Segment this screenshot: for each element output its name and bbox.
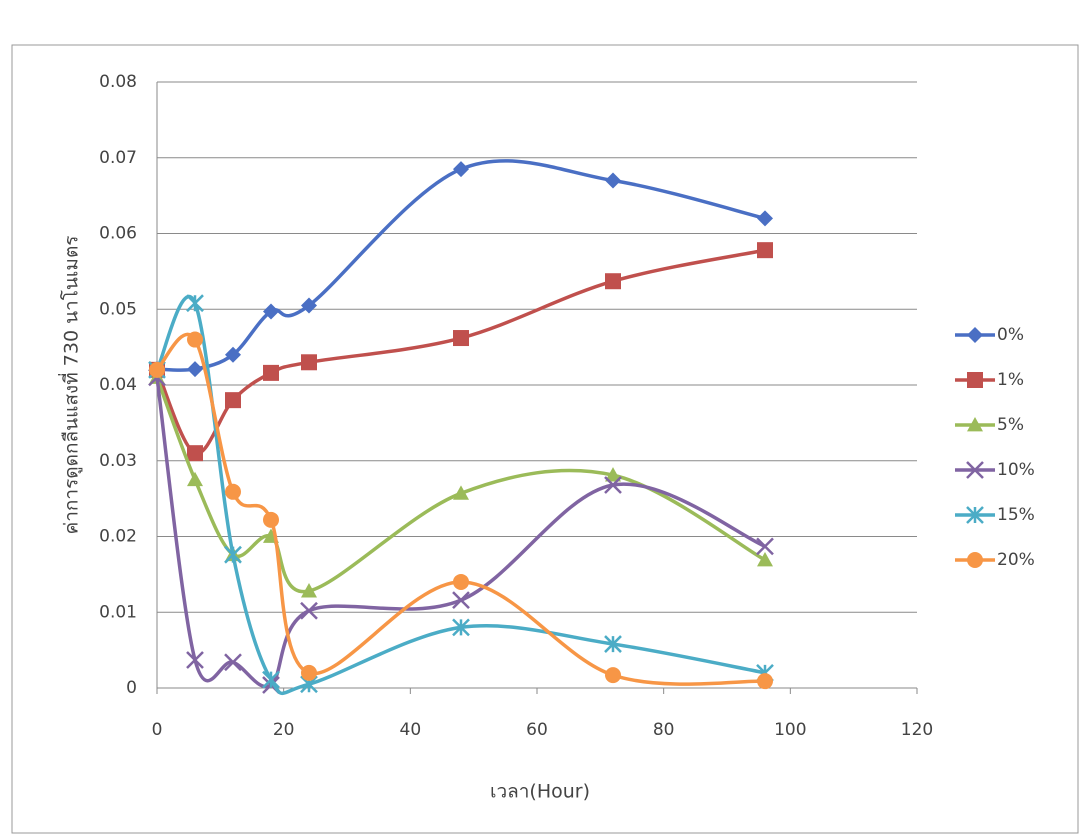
x-tick-label: 60 (526, 720, 548, 740)
data-point (301, 665, 317, 681)
data-point (605, 273, 621, 289)
y-tick-label: 0.05 (99, 299, 137, 319)
x-axis-label: เวลา(Hour) (490, 781, 590, 803)
data-point (453, 161, 469, 177)
data-point (757, 673, 773, 689)
data-point (187, 445, 203, 461)
data-point (301, 354, 317, 370)
y-tick-label: 0.04 (99, 375, 137, 395)
data-point (225, 484, 241, 500)
chart-border (12, 45, 1078, 833)
data-point (757, 242, 773, 258)
y-tick-label: 0.03 (99, 451, 137, 471)
legend-marker (967, 327, 983, 343)
y-axis-label: ค่าการดูดกลืนแสงที่ 730 นาโนเมตร (58, 236, 83, 535)
series-line (157, 377, 765, 686)
data-point (225, 392, 241, 408)
legend-label: 15% (997, 505, 1035, 525)
data-point (605, 172, 621, 188)
data-point (187, 295, 203, 311)
legend-label: 1% (997, 370, 1024, 390)
page: {"chart_data": {"type": "line", "x_label… (0, 0, 1080, 835)
data-point (187, 332, 203, 348)
legend-marker (967, 552, 983, 568)
data-point (301, 603, 317, 619)
y-tick-label: 0.06 (99, 224, 137, 244)
legend-label: 5% (997, 415, 1024, 435)
x-tick-label: 40 (400, 720, 422, 740)
data-point (453, 574, 469, 590)
data-point (453, 592, 469, 608)
data-point (757, 538, 773, 554)
data-point (757, 552, 773, 566)
x-tick-label: 80 (653, 720, 675, 740)
data-point (263, 365, 279, 381)
chart: เวลา(Hour) ค่าการดูดกลืนแสงที่ 730 นาโนเ… (0, 0, 1080, 835)
data-point (757, 210, 773, 226)
legend-label: 0% (997, 325, 1024, 345)
y-tick-label: 0.01 (99, 602, 137, 622)
series-line (157, 250, 765, 453)
x-tick-label: 120 (901, 720, 933, 740)
x-tick-label: 20 (273, 720, 295, 740)
x-tick-label: 0 (152, 720, 163, 740)
legend-label: 20% (997, 550, 1035, 570)
y-tick-label: 0 (126, 678, 137, 698)
series-line (157, 377, 765, 591)
data-point (453, 330, 469, 346)
y-tick-label: 0.02 (99, 527, 137, 547)
data-point (263, 512, 279, 528)
legend-marker (967, 372, 983, 388)
data-point (605, 667, 621, 683)
legend-label: 10% (997, 460, 1035, 480)
x-tick-label: 100 (774, 720, 806, 740)
y-tick-label: 0.08 (99, 72, 137, 92)
y-tick-label: 0.07 (99, 148, 137, 168)
data-point (187, 472, 203, 486)
data-point (187, 361, 203, 377)
data-point (149, 362, 165, 378)
